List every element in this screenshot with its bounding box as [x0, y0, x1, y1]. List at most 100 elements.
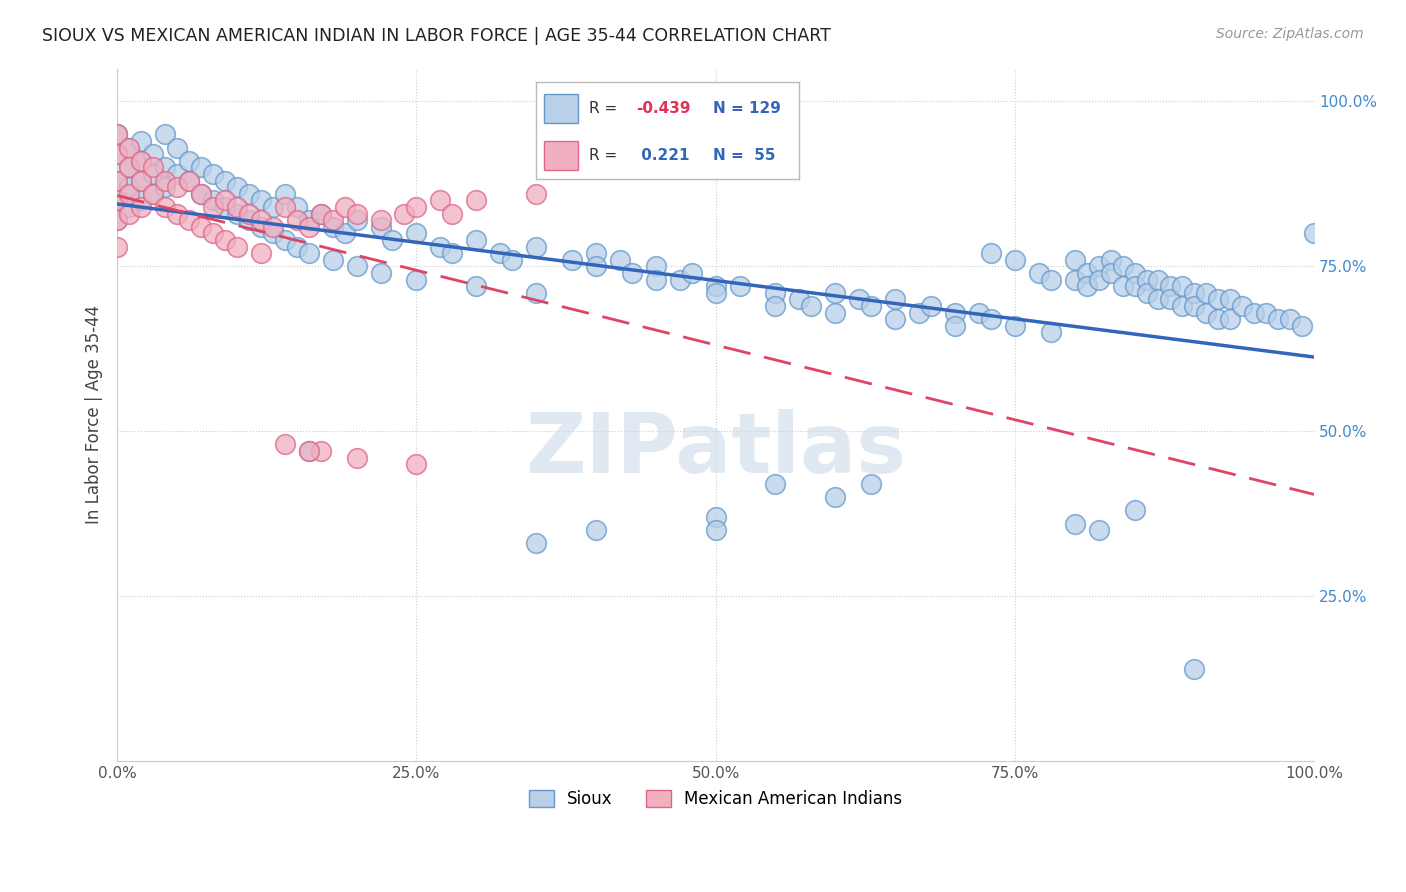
Point [1087, 523, 1109, 537]
Point [105, 239, 128, 253]
Point [190, 219, 212, 234]
Point [585, 523, 607, 537]
Y-axis label: In Labor Force | Age 35-44: In Labor Force | Age 35-44 [86, 305, 103, 524]
Point [824, 305, 846, 319]
Point [118, 141, 141, 155]
Point [561, 252, 583, 267]
Point [225, 206, 247, 220]
Point [225, 239, 247, 253]
Point [274, 437, 297, 451]
Point [765, 477, 787, 491]
Point [920, 299, 942, 313]
Point [704, 523, 727, 537]
Point [250, 246, 273, 260]
Point [1256, 305, 1278, 319]
Point [214, 200, 236, 214]
Point [322, 252, 344, 267]
Point [274, 233, 297, 247]
Point [153, 128, 176, 142]
Point [177, 174, 200, 188]
Point [1279, 312, 1302, 326]
Point [644, 272, 666, 286]
Point [1099, 252, 1122, 267]
Point [129, 134, 152, 148]
Point [1208, 293, 1230, 307]
Point [105, 128, 128, 142]
Point [1087, 260, 1109, 274]
Point [524, 186, 547, 201]
Point [346, 450, 368, 465]
Point [274, 200, 297, 214]
Point [105, 174, 128, 188]
Point [644, 260, 666, 274]
Point [1195, 285, 1218, 300]
Point [166, 180, 188, 194]
Point [214, 233, 236, 247]
Point [214, 174, 236, 188]
Point [1182, 662, 1205, 676]
Point [274, 186, 297, 201]
Point [1219, 312, 1241, 326]
Point [105, 147, 128, 161]
Point [346, 260, 368, 274]
Legend: Sioux, Mexican American Indians: Sioux, Mexican American Indians [522, 783, 910, 815]
Point [153, 180, 176, 194]
Point [129, 200, 152, 214]
Point [1267, 312, 1289, 326]
Point [405, 272, 427, 286]
Point [765, 299, 787, 313]
Point [824, 285, 846, 300]
Point [1171, 299, 1194, 313]
Point [250, 194, 273, 208]
Point [1111, 279, 1133, 293]
Point [201, 167, 224, 181]
Point [262, 219, 284, 234]
Point [298, 213, 321, 227]
Point [585, 260, 607, 274]
Point [884, 312, 907, 326]
Point [524, 536, 547, 550]
Point [346, 213, 368, 227]
Point [609, 252, 631, 267]
Point [1208, 312, 1230, 326]
Point [190, 186, 212, 201]
Point [1123, 279, 1146, 293]
Point [884, 293, 907, 307]
Point [118, 206, 141, 220]
Point [405, 227, 427, 241]
Point [394, 206, 416, 220]
Point [1159, 279, 1181, 293]
Point [1004, 318, 1026, 333]
Point [524, 285, 547, 300]
Point [309, 444, 332, 458]
Point [860, 477, 883, 491]
Point [1063, 252, 1085, 267]
Point [943, 318, 966, 333]
Point [298, 444, 321, 458]
Point [908, 305, 931, 319]
Point [333, 227, 356, 241]
Point [1087, 272, 1109, 286]
Point [285, 213, 308, 227]
Point [129, 194, 152, 208]
Point [177, 174, 200, 188]
Point [190, 186, 212, 201]
Point [238, 186, 260, 201]
Point [118, 141, 141, 155]
Point [250, 213, 273, 227]
Point [262, 227, 284, 241]
Point [465, 233, 488, 247]
Point [142, 186, 165, 201]
Point [1291, 318, 1313, 333]
Point [1147, 272, 1170, 286]
Point [824, 490, 846, 504]
Point [190, 161, 212, 175]
Point [166, 141, 188, 155]
Point [489, 246, 512, 260]
Point [262, 200, 284, 214]
Point [465, 279, 488, 293]
Point [1182, 299, 1205, 313]
Point [238, 213, 260, 227]
Point [405, 200, 427, 214]
Point [765, 285, 787, 300]
